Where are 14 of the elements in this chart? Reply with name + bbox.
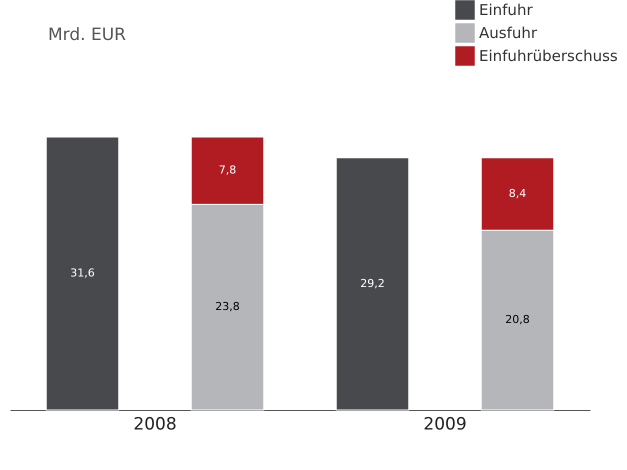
- x-tick-label: 2009: [423, 414, 467, 434]
- text: Mrd. EUR: [48, 25, 126, 45]
- bar: [46, 136, 120, 410]
- data-label: 23,8: [215, 300, 240, 314]
- data-label: 7,8: [218, 164, 236, 177]
- legend-label: Einfuhr: [479, 1, 534, 19]
- x-tick-label: 2008: [133, 414, 177, 434]
- data-label: 20,8: [505, 313, 530, 326]
- data-label: 29,2: [360, 276, 385, 290]
- legend-label: Einfuhrüberschuss: [479, 47, 618, 65]
- bar: [336, 157, 410, 410]
- legend-label: Ausfuhr: [479, 24, 538, 42]
- data-label: 31,6: [70, 266, 95, 280]
- data-label: 8,4: [508, 187, 526, 200]
